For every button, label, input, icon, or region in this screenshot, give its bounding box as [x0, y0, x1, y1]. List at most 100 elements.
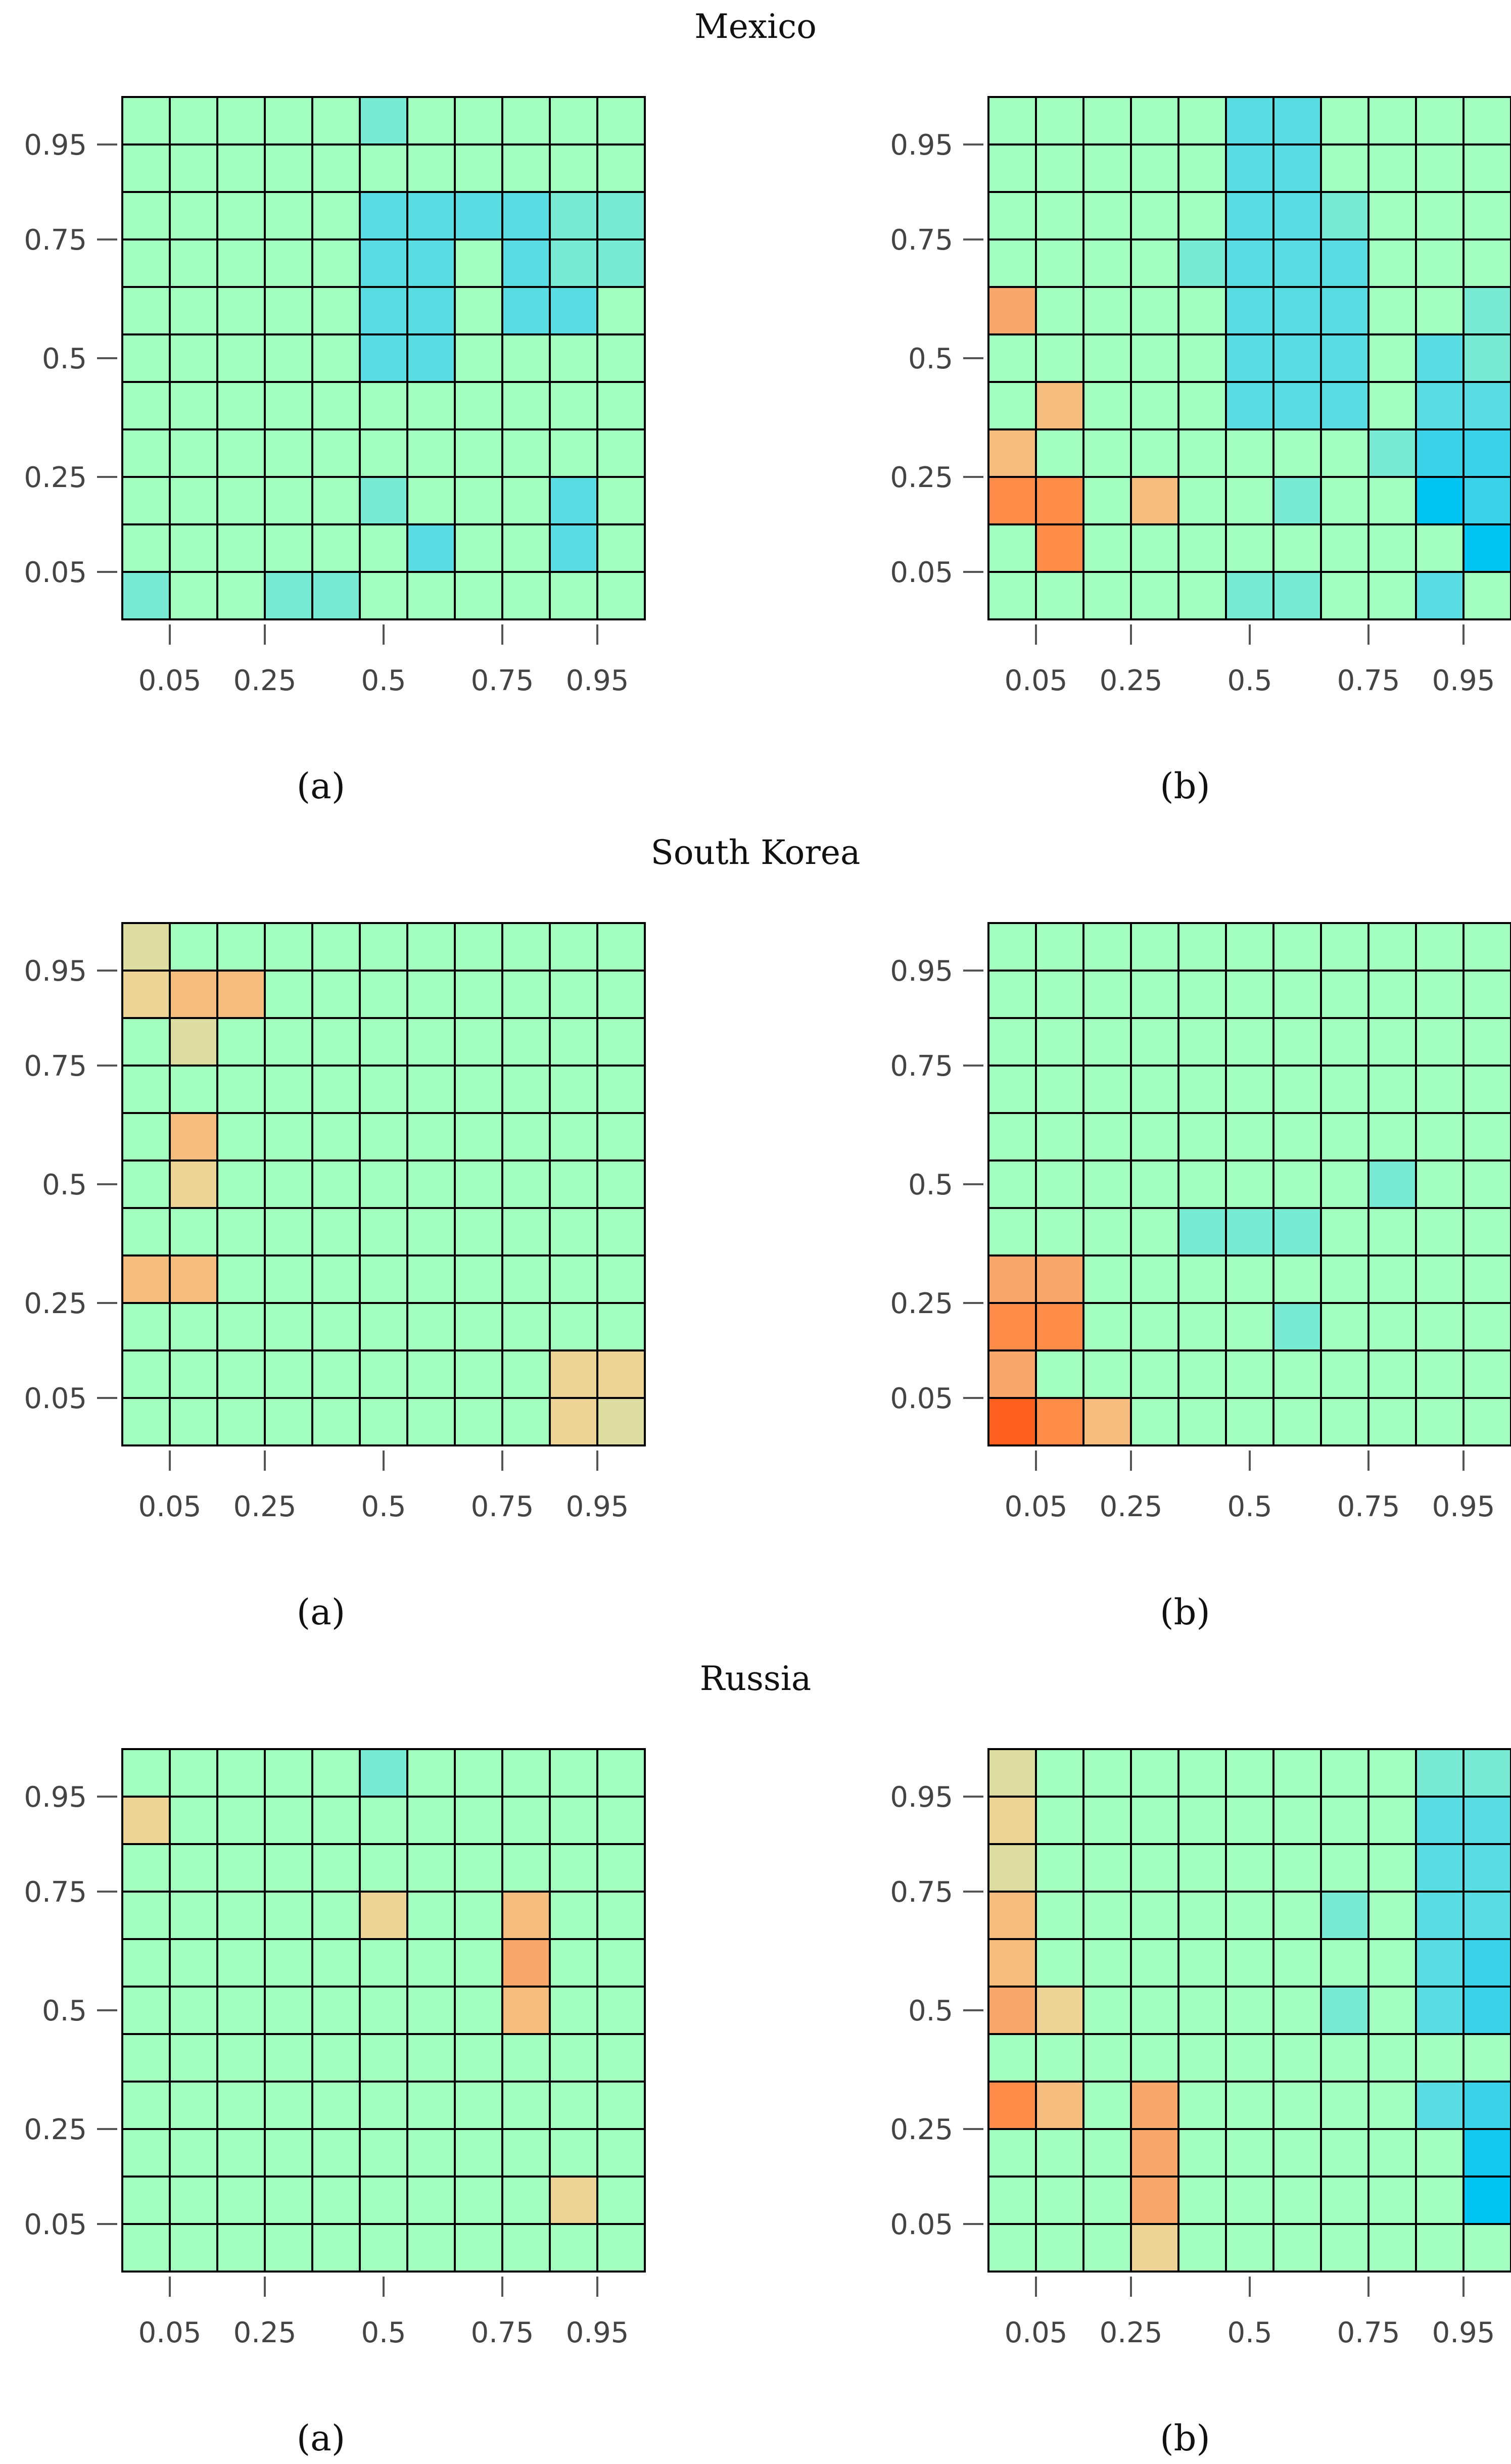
heatmap-cell — [264, 333, 313, 383]
heatmap-cell — [311, 1349, 361, 1399]
heatmap-cell — [1177, 922, 1227, 972]
heatmap-cell — [501, 96, 551, 146]
y-axis-tick-label: 0.75 — [890, 1876, 953, 1909]
heatmap-cell — [596, 333, 646, 383]
heatmap-cell — [1130, 1112, 1179, 1162]
heatmap-cell — [1130, 1843, 1179, 1893]
heatmap-cell — [1130, 286, 1179, 335]
heatmap-cell — [987, 1796, 1037, 1845]
heatmap-cell — [1082, 1112, 1132, 1162]
x-axis-tick-label: 0.75 — [1337, 664, 1400, 697]
heatmap-cell — [359, 1843, 408, 1893]
heatmap-cell — [1035, 2223, 1084, 2273]
heatmap-cell — [169, 970, 218, 1019]
heatmap-cell — [121, 1302, 171, 1351]
heatmap-cell — [264, 2033, 313, 2083]
heatmap-cell — [1272, 1065, 1322, 1114]
heatmap-cell — [1225, 523, 1274, 573]
heatmap-cell — [1082, 2128, 1132, 2178]
heatmap-panel-russia-a: 0.05 0.25 0.5 0.75 0.95 0.95 0.75 0.5 0.25 0.05 — [24, 1748, 646, 2349]
heatmap-cell — [406, 191, 456, 240]
heatmap-cell — [1462, 1796, 1511, 1845]
y-axis-tick-label: 0.95 — [24, 1781, 87, 1814]
heatmap-cell — [359, 2223, 408, 2273]
heatmap-cell — [264, 1159, 313, 1209]
heatmap-cell — [406, 428, 456, 478]
heatmap-cell — [264, 1891, 313, 1940]
heatmap-cell — [987, 2176, 1037, 2225]
heatmap-cell — [311, 523, 361, 573]
panel-label-mexico-a: (a) — [297, 765, 345, 807]
heatmap-cell — [549, 1938, 598, 1988]
heatmap-cell — [311, 1065, 361, 1114]
heatmap-cell — [1367, 1159, 1417, 1209]
heatmap-cell — [1415, 970, 1465, 1019]
heatmap-cell — [359, 2081, 408, 2130]
heatmap-cell — [1130, 1891, 1179, 1940]
heatmap-cell — [359, 2033, 408, 2083]
heatmap-cell — [406, 970, 456, 1019]
heatmap-cell — [454, 428, 503, 478]
heatmap-cell — [987, 523, 1037, 573]
heatmap-cell — [311, 571, 361, 620]
heatmap-cell — [1177, 1207, 1227, 1257]
heatmap-cell — [454, 2033, 503, 2083]
heatmap-cell — [1225, 2176, 1274, 2225]
heatmap-cell — [1415, 428, 1465, 478]
heatmap-cell — [1415, 143, 1465, 193]
heatmap-cell — [311, 1302, 361, 1351]
heatmap-cell — [1415, 1017, 1465, 1067]
heatmap-cell — [1035, 2081, 1084, 2130]
heatmap-panel-russia-b: 0.05 0.25 0.5 0.75 0.95 0.95 0.75 0.5 0.25 0.05 — [890, 1748, 1511, 2349]
heatmap-cell — [1272, 1986, 1322, 2035]
heatmap-cell — [1462, 1397, 1511, 1446]
heatmap-cell — [1320, 381, 1370, 430]
heatmap-cell — [549, 1843, 598, 1893]
heatmap-cell — [1367, 1397, 1417, 1446]
heatmap-cell — [1415, 1796, 1465, 1845]
heatmap-cell — [406, 96, 456, 146]
heatmap-cell — [1130, 143, 1179, 193]
heatmap-cell — [264, 1207, 313, 1257]
heatmap-cell — [216, 970, 266, 1019]
heatmap-cell — [311, 1254, 361, 1304]
heatmap-cell — [121, 1065, 171, 1114]
heatmap-cell — [264, 2081, 313, 2130]
heatmap-cell — [1225, 1748, 1274, 1798]
heatmap-cell — [1130, 1349, 1179, 1399]
heatmap-cell — [987, 1159, 1037, 1209]
heatmap-cell — [1415, 1843, 1465, 1893]
heatmap-cell — [359, 96, 408, 146]
heatmap-cell — [549, 2176, 598, 2225]
heatmap-cell — [1367, 1891, 1417, 1940]
heatmap-cell — [406, 1159, 456, 1209]
heatmap-cell — [1320, 1891, 1370, 1940]
heatmap-cell — [121, 476, 171, 525]
heatmap-cell — [1415, 1302, 1465, 1351]
heatmap-cell — [596, 523, 646, 573]
heatmap-cell — [1367, 1796, 1417, 1845]
heatmap-cell — [121, 2176, 171, 2225]
heatmap-cell — [501, 1397, 551, 1446]
heatmap-cell — [216, 922, 266, 972]
heatmap-cell — [359, 571, 408, 620]
heatmap-cell — [987, 1986, 1037, 2035]
heatmap-cell — [501, 2176, 551, 2225]
heatmap-cell — [1367, 523, 1417, 573]
heatmap-cell — [169, 476, 218, 525]
heatmap-cell — [1177, 428, 1227, 478]
heatmap-cell — [1320, 571, 1370, 620]
heatmap-cell — [216, 1891, 266, 1940]
heatmap-cell — [1177, 476, 1227, 525]
heatmap-cell — [1320, 2176, 1370, 2225]
heatmap-cell — [454, 143, 503, 193]
heatmap-cell — [1082, 1796, 1132, 1845]
heatmap-cell — [1225, 1302, 1274, 1351]
heatmap-frame — [987, 96, 1511, 620]
heatmap-cell — [359, 523, 408, 573]
heatmap-cell — [311, 333, 361, 383]
heatmap-cell — [1272, 428, 1322, 478]
heatmap-cell — [311, 381, 361, 430]
heatmap-cell — [1462, 1349, 1511, 1399]
heatmap-panel-south-korea-a: 0.05 0.25 0.5 0.75 0.95 0.95 0.75 0.5 0.25 0.05 — [24, 922, 646, 1523]
